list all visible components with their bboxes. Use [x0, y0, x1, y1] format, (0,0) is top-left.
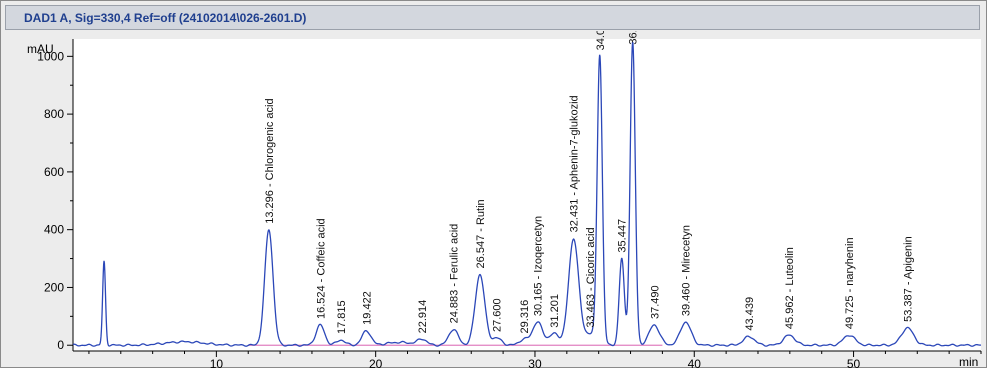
y-tick-label: 1000: [37, 49, 64, 63]
peak-label: 19.422: [361, 291, 373, 325]
peak-label: 37.490: [649, 285, 661, 319]
y-axis-label: mAU: [27, 42, 54, 56]
y-tick-label: 800: [44, 107, 64, 121]
peak-label: 29.316: [519, 300, 531, 334]
x-tick-label: 20: [369, 357, 383, 369]
chart-title-bar: DAD1 A, Sig=330,4 Ref=off (24102014\026-…: [5, 5, 980, 30]
signal-trace: [72, 41, 982, 347]
y-tick-label: 600: [44, 165, 64, 179]
peak-label: 35.447: [617, 219, 629, 253]
y-tick-label: 400: [44, 223, 64, 237]
peak-label: 17.815: [336, 300, 348, 334]
peak-label: 32.431 - Aphenin-7-glukozid: [569, 95, 581, 232]
peak-label: 49.725 - naryhenin: [844, 237, 856, 329]
peak-label: 13.296 - Chlorogenic acid: [264, 98, 276, 223]
x-tick-label: 40: [688, 357, 702, 369]
peak-label: 30.165 - Izoqercetyn: [533, 216, 545, 316]
chromatogram-chart: mAU min 0 200 400 600 800 1000 10 20 30 40 50 13.2…: [27, 0, 982, 371]
y-tick-label: 0: [57, 338, 64, 352]
x-tick-label: 10: [210, 357, 224, 369]
peak-label: 31.201: [549, 294, 561, 328]
x-tick-label: 50: [847, 357, 861, 369]
chart-title: DAD1 A, Sig=330,4 Ref=off (24102014\026-…: [24, 11, 307, 25]
peak-label: 34.067: [595, 31, 607, 50]
peak-label: 45.962 - Luteolin: [784, 247, 796, 329]
peak-label: 24.883 - Ferulic acid: [449, 224, 461, 324]
peak-label: 33.463 - Cicoric acid: [585, 227, 597, 327]
plot-background: [73, 39, 981, 351]
peak-label: 36.135 - Izosalipurpozid: [628, 31, 640, 45]
peak-label: 39.460 - Mirecetyn: [681, 225, 693, 316]
peak-label: 26.547 - Rutin: [475, 199, 487, 268]
y-tick-label: 200: [44, 280, 64, 294]
peak-label: 53.387 - Apigenin: [902, 236, 914, 322]
peak-label: 16.524 - Coffeic acid: [315, 218, 327, 319]
x-axis-label: min: [959, 355, 978, 369]
x-tick-label: 30: [528, 357, 542, 369]
peak-labels: 13.296 - Chlorogenic acid 16.524 - Coffei…: [264, 0, 915, 334]
peak-label: 43.439: [744, 297, 756, 331]
peak-label: 27.600: [492, 298, 504, 332]
peak-label: 22.914: [417, 300, 429, 334]
